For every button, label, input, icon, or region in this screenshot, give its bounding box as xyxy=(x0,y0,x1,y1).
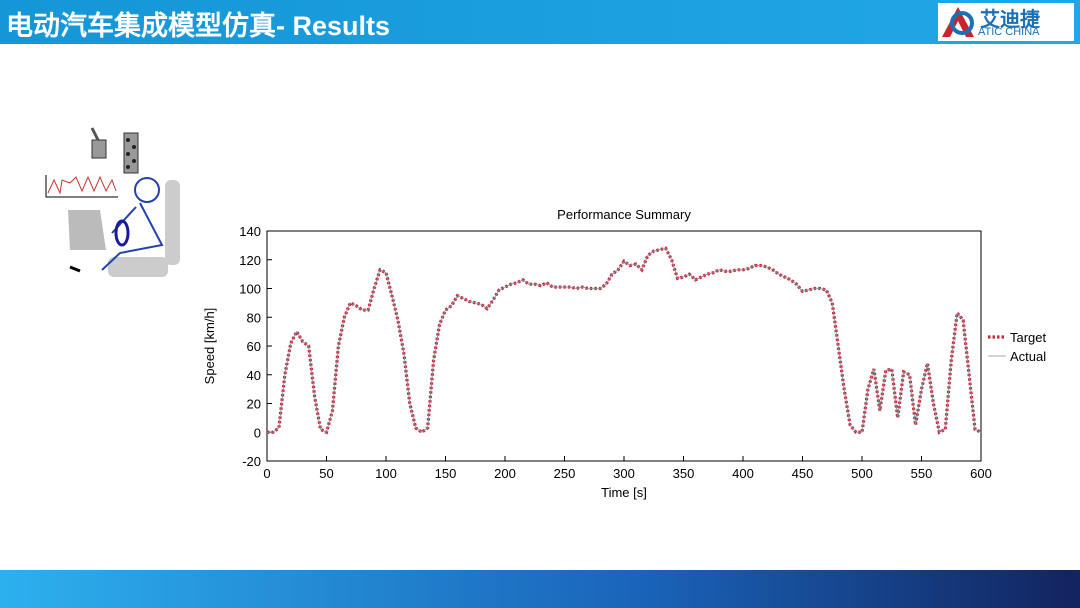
header: 电动汽车集成模型仿真- Results 艾迪捷 ATIC CHINA xyxy=(0,0,1080,44)
x-tick-label: 500 xyxy=(851,466,873,481)
legend-label: Actual xyxy=(1010,349,1046,364)
y-tick-label: 40 xyxy=(247,368,261,383)
x-tick-label: 350 xyxy=(673,466,695,481)
y-tick-label: 20 xyxy=(247,397,261,412)
x-tick-label: 200 xyxy=(494,466,516,481)
x-tick-label: 600 xyxy=(970,466,992,481)
y-tick-label: 140 xyxy=(239,224,261,239)
x-tick-label: 250 xyxy=(554,466,576,481)
x-tick-label: 50 xyxy=(319,466,333,481)
series-line xyxy=(267,247,982,433)
y-tick-label: 80 xyxy=(247,310,261,325)
x-tick-label: 150 xyxy=(435,466,457,481)
y-tick-label: 0 xyxy=(254,425,261,440)
logo: 艾迪捷 ATIC CHINA xyxy=(938,3,1074,41)
logo-text: 艾迪捷 xyxy=(980,9,1040,31)
x-axis-label: Time [s] xyxy=(601,485,647,500)
y-tick-label: 100 xyxy=(239,282,261,297)
x-tick-label: 300 xyxy=(613,466,635,481)
chart-title: Performance Summary xyxy=(557,207,691,222)
x-tick-label: 450 xyxy=(792,466,814,481)
y-tick-label: -20 xyxy=(242,454,261,469)
footer xyxy=(0,570,1080,608)
plot-frame xyxy=(266,230,982,462)
y-axis-label: Speed [km/h] xyxy=(202,308,217,385)
y-tick-label: 120 xyxy=(239,253,261,268)
legend-label: Target xyxy=(1010,330,1047,345)
logo-subtext: ATIC CHINA xyxy=(978,26,1040,38)
logo-icon xyxy=(942,7,974,37)
slide-title: 电动汽车集成模型仿真- Results xyxy=(6,11,391,41)
series-line xyxy=(267,246,982,435)
x-tick-label: 0 xyxy=(263,466,270,481)
x-tick-label: 100 xyxy=(375,466,397,481)
x-tick-label: 550 xyxy=(911,466,933,481)
y-tick-label: 60 xyxy=(247,339,261,354)
driver-illustration xyxy=(45,127,180,277)
x-tick-label: 400 xyxy=(732,466,754,481)
